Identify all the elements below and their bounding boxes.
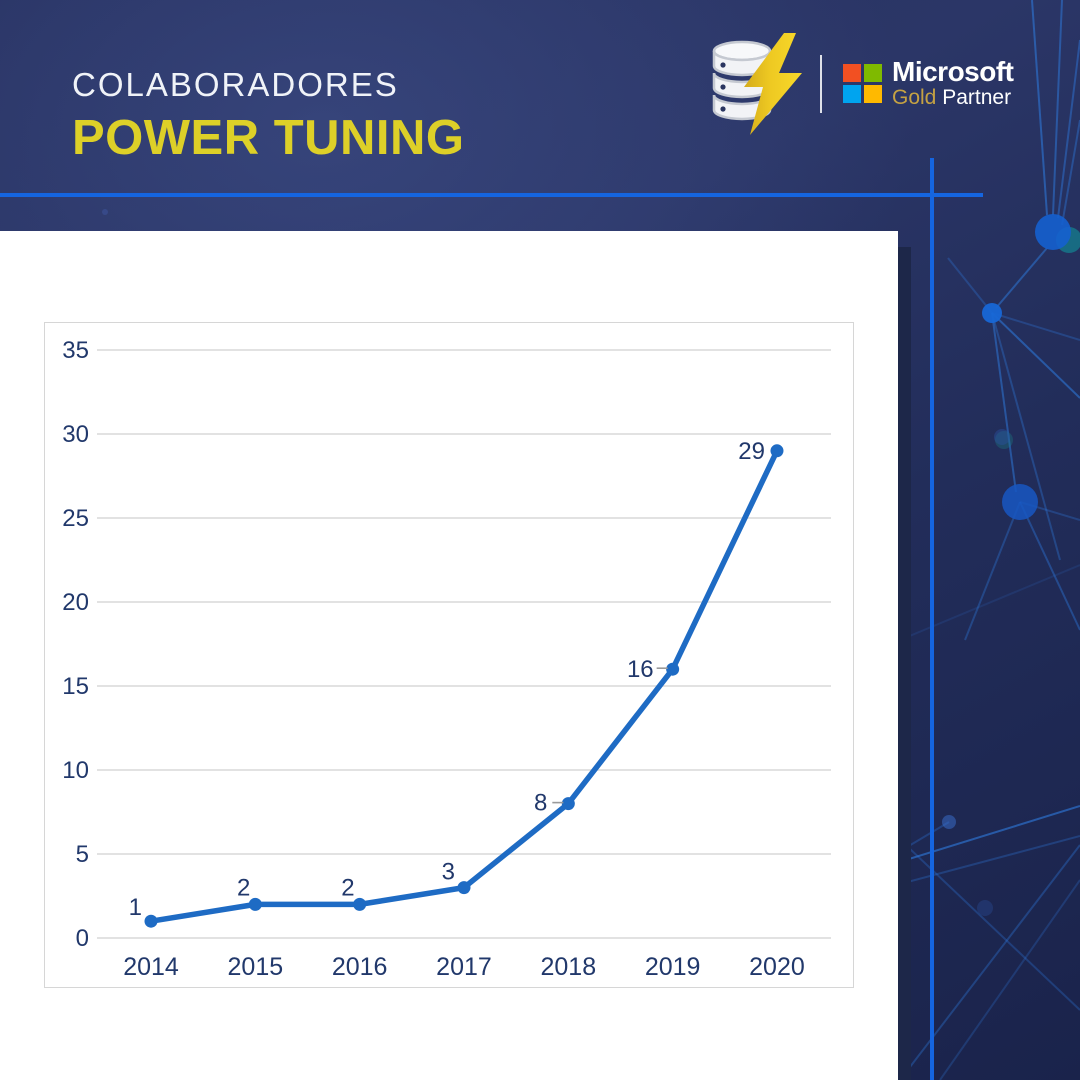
chart-card: 0 5 10 15 20 25 30 35 2014 2015 2016 2017 2018 2019 20… bbox=[0, 231, 898, 1080]
svg-text:2019: 2019 bbox=[645, 953, 701, 981]
svg-text:2020: 2020 bbox=[749, 953, 805, 981]
svg-text:5: 5 bbox=[76, 841, 89, 868]
card-shadow bbox=[898, 247, 911, 1080]
page-title: POWER TUNING bbox=[72, 111, 465, 165]
chart-frame: 0 5 10 15 20 25 30 35 2014 2015 2016 2017 2018 2019 20… bbox=[44, 322, 854, 988]
ms-square-green bbox=[864, 64, 882, 83]
gold-label: Gold bbox=[892, 85, 937, 109]
svg-text:3: 3 bbox=[442, 859, 455, 886]
svg-text:0: 0 bbox=[76, 925, 89, 952]
svg-text:20: 20 bbox=[62, 589, 89, 616]
svg-text:2014: 2014 bbox=[123, 953, 179, 981]
ms-square-blue bbox=[843, 85, 861, 104]
svg-text:2017: 2017 bbox=[436, 953, 492, 981]
partner-label: Partner bbox=[942, 85, 1012, 109]
header: COLABORADORES POWER TUNING bbox=[72, 66, 465, 166]
svg-text:10: 10 bbox=[62, 757, 89, 784]
svg-text:15: 15 bbox=[62, 673, 89, 700]
brand-divider bbox=[820, 55, 822, 113]
svg-text:2016: 2016 bbox=[332, 953, 388, 981]
microsoft-logo-icon bbox=[843, 64, 882, 104]
ms-square-red bbox=[843, 64, 861, 83]
vertical-accent-line bbox=[930, 158, 934, 1080]
svg-text:30: 30 bbox=[62, 421, 89, 448]
microsoft-name: Microsoft bbox=[892, 55, 1014, 87]
header-underline bbox=[0, 193, 983, 197]
ms-square-yellow bbox=[864, 85, 882, 104]
svg-text:25: 25 bbox=[62, 505, 89, 532]
svg-text:35: 35 bbox=[62, 337, 89, 364]
svg-text:2: 2 bbox=[341, 874, 354, 901]
svg-text:2: 2 bbox=[237, 874, 250, 901]
brand-lockup: Microsoft Gold Partner bbox=[706, 32, 1014, 136]
partner-tier-line: Gold Partner bbox=[892, 86, 1014, 110]
line-chart: 0 5 10 15 20 25 30 35 2014 2015 2016 2017 2018 2019 20… bbox=[62, 337, 831, 981]
lightning-icon bbox=[744, 33, 802, 135]
svg-text:16: 16 bbox=[627, 656, 654, 683]
microsoft-wordmark: Microsoft Gold Partner bbox=[892, 55, 1014, 110]
network-nodes bbox=[102, 209, 1080, 916]
svg-text:8: 8 bbox=[534, 790, 547, 817]
power-tuning-logo bbox=[712, 33, 802, 135]
svg-text:2015: 2015 bbox=[228, 953, 284, 981]
svg-text:29: 29 bbox=[738, 438, 765, 465]
header-kicker: COLABORADORES bbox=[72, 66, 399, 103]
svg-text:2018: 2018 bbox=[541, 953, 597, 981]
microsoft-gold-partner-logo: Microsoft Gold Partner bbox=[843, 55, 1014, 110]
svg-text:1: 1 bbox=[129, 894, 142, 921]
